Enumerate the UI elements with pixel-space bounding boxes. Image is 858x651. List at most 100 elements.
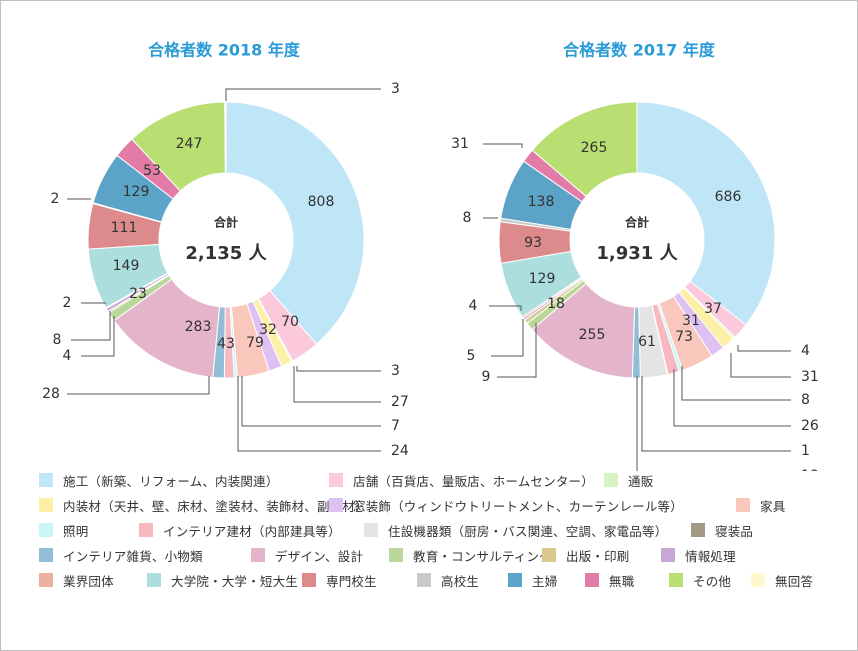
leader-line (237, 376, 381, 452)
legend-label: その他 (693, 573, 732, 589)
legend-item: その他 (669, 571, 731, 589)
leader-line (491, 319, 524, 357)
legend-swatch (364, 523, 378, 537)
legend-item: 家具 (736, 496, 785, 514)
callout-value-label: 1 (801, 443, 810, 459)
legend-label: 家具 (760, 498, 786, 514)
legend-item: インテリア雑貨、小物類 (39, 546, 203, 564)
legend-item: 照明 (39, 521, 88, 539)
legend-item: 寝装品 (691, 521, 753, 539)
slice-value-label: 129 (529, 271, 556, 287)
legend-label: 無職 (609, 573, 635, 589)
callout-value-label: 4 (801, 343, 810, 359)
legend-item: 無回答 (751, 571, 813, 589)
slice-value-label: 53 (143, 163, 161, 179)
legend: 施工（新築、リフォーム、内装関連） 店舗（百貨店、量販店、ホームセンター） 通販内装… (39, 471, 839, 596)
callout-value-label: 31 (801, 369, 819, 385)
legend-item: 出版・印刷 (542, 546, 630, 564)
donut-slice (531, 101, 638, 198)
leader-line (67, 376, 210, 395)
legend-swatch (302, 573, 316, 587)
legend-label: 寝装品 (715, 523, 754, 539)
legend-item: インテリア建材（内部建具等） (139, 521, 341, 539)
legend-item: 教育・コンサルティング (389, 546, 552, 564)
slice-value-label: 79 (246, 335, 264, 351)
legend-swatch (329, 498, 343, 512)
legend-row: 施工（新築、リフォーム、内装関連） 店舗（百貨店、量販店、ホームセンター） 通販 (39, 471, 839, 496)
legend-item: 窓装飾（ウィンドウトリートメント、カーテンレール等） (329, 496, 683, 514)
legend-swatch (508, 573, 522, 587)
callout-value-label: 28 (42, 386, 60, 402)
legend-label: 窓装飾（ウィンドウトリートメント、カーテンレール等） (353, 498, 683, 514)
legend-item: 大学院・大学・短大生 (147, 571, 298, 589)
legend-label: 専門校生 (326, 573, 377, 589)
legend-label: 出版・印刷 (566, 548, 630, 564)
legend-item: 主婦 (508, 571, 557, 589)
leader-line (497, 323, 537, 378)
legend-label: 無回答 (775, 573, 814, 589)
slice-value-label: 255 (579, 327, 606, 343)
legend-label: インテリア雑貨、小物類 (63, 548, 203, 564)
leader-line (225, 88, 381, 101)
legend-label: デザイン、設計 (275, 548, 364, 564)
slice-value-label: 129 (123, 184, 150, 200)
callout-value-label: 3 (391, 81, 400, 97)
legend-label: 照明 (63, 523, 89, 539)
callout-value-label: 9 (482, 369, 491, 385)
slice-value-label: 43 (217, 336, 235, 352)
slice-value-label: 93 (524, 235, 542, 251)
legend-label: 主婦 (532, 573, 558, 589)
legend-label: インテリア建材（内部建具等） (163, 523, 341, 539)
legend-label: 住設機器類（厨房・バス関連、空調、家電品等） (388, 523, 668, 539)
callout-value-label: 2 (63, 295, 72, 311)
leader-line (737, 345, 791, 352)
callout-value-label: 4 (469, 298, 478, 314)
legend-item: 通販 (604, 471, 653, 489)
legend-swatch (691, 523, 705, 537)
leader-line (71, 311, 111, 341)
slice-value-label: 61 (638, 334, 656, 350)
legend-item: 住設機器類（厨房・バス関連、空調、家電品等） (364, 521, 667, 539)
center-label: 合計 (625, 215, 649, 230)
callout-value-label: 31 (451, 136, 469, 152)
slice-value-label: 247 (176, 136, 203, 152)
legend-label: 大学院・大学・短大生 (171, 573, 299, 589)
slice-value-label: 111 (111, 220, 138, 236)
slice-value-label: 70 (281, 314, 299, 330)
leader-line (730, 353, 791, 378)
leader-line (483, 143, 523, 148)
legend-item: 業界団体 (39, 571, 114, 589)
slice-value-label: 31 (682, 313, 700, 329)
slice-value-label: 149 (113, 258, 140, 274)
legend-item: 高校生 (417, 571, 479, 589)
donut-slice (225, 101, 365, 345)
callout-value-label: 4 (63, 348, 72, 364)
legend-item: 店舗（百貨店、量販店、ホームセンター） (329, 471, 594, 489)
slice-value-label: 283 (185, 319, 212, 335)
callout-value-label: 27 (391, 394, 409, 410)
legend-row: 内装材（天井、壁、床材、塗装材、装飾材、副資材） 窓装飾（ウィンドウトリートメント… (39, 496, 839, 521)
legend-swatch (661, 548, 675, 562)
center-total: 2,135 人 (185, 243, 267, 264)
legend-item: 施工（新築、リフォーム、内装関連） (39, 471, 279, 489)
legend-swatch (542, 548, 556, 562)
legend-swatch (39, 548, 53, 562)
legend-label: 教育・コンサルティング (413, 548, 552, 564)
legend-item: 情報処理 (661, 546, 736, 564)
legend-row: 業界団体 大学院・大学・短大生 専門校生 高校生 主婦 無職 その他 無回答 (39, 571, 839, 596)
legend-swatch (585, 573, 599, 587)
legend-item: 内装材（天井、壁、床材、塗装材、装飾材、副資材） (39, 496, 368, 514)
legend-swatch (736, 498, 750, 512)
callout-value-label: 8 (801, 392, 810, 408)
slice-value-label: 32 (259, 322, 277, 338)
legend-label: 施工（新築、リフォーム、内装関連） (63, 473, 279, 489)
legend-swatch (39, 473, 53, 487)
legend-label: 高校生 (441, 573, 480, 589)
legend-swatch (669, 573, 683, 587)
slice-value-label: 73 (675, 329, 693, 345)
slice-value-label: 138 (528, 194, 555, 210)
legend-swatch (139, 523, 153, 537)
callout-value-label: 2 (51, 191, 60, 207)
leader-line (673, 369, 791, 427)
